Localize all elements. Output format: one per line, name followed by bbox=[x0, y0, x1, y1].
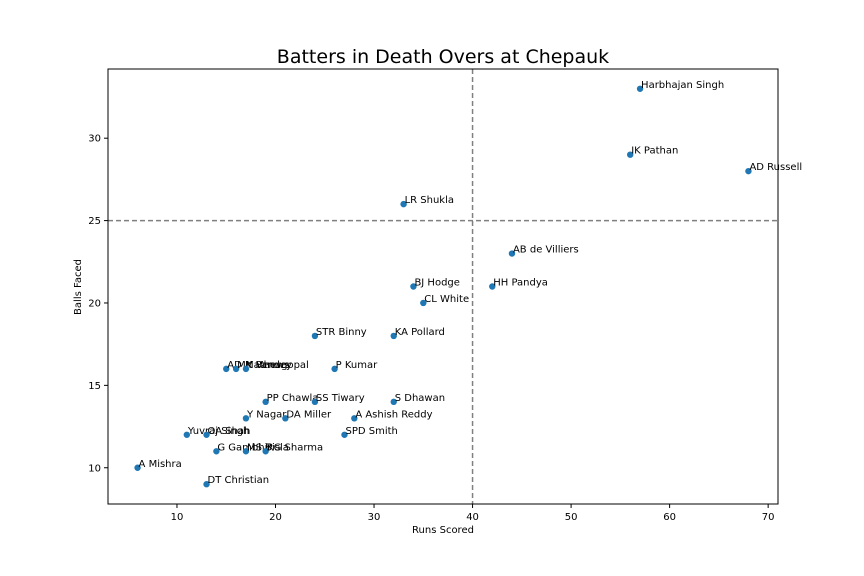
data-point-label: Y Venugopal bbox=[246, 360, 309, 371]
data-point-label: SS Tiwary bbox=[316, 393, 365, 404]
x-tick-label: 30 bbox=[368, 512, 381, 523]
data-point bbox=[262, 448, 269, 455]
data-point bbox=[331, 365, 338, 373]
x-tick-label: 60 bbox=[663, 512, 676, 523]
plot-area: 10 20 30 40 50 60 70 10 15 20 25 30 Harbhajan Singh I… bbox=[88, 68, 802, 523]
data-point bbox=[508, 250, 516, 257]
x-tick-label: 50 bbox=[565, 512, 578, 523]
data-point-label: G Gambhir bbox=[217, 442, 272, 453]
data-point bbox=[203, 431, 210, 438]
data-point bbox=[242, 448, 250, 455]
data-point-label: KA Pollard bbox=[395, 327, 445, 338]
data-point bbox=[489, 283, 496, 290]
data-point-label: OA Shah bbox=[208, 426, 251, 437]
data-point-label: PP Chawla bbox=[267, 393, 319, 404]
data-point-label: A Ashish Reddy bbox=[355, 409, 432, 420]
data-point-label: S Dhawan bbox=[395, 393, 445, 404]
data-point bbox=[341, 431, 348, 438]
data-point bbox=[223, 365, 230, 373]
x-tick-label: 10 bbox=[171, 512, 184, 523]
data-point bbox=[311, 332, 319, 340]
data-point-label: LR Shukla bbox=[405, 195, 454, 206]
data-point-label: P Kumar bbox=[336, 360, 378, 371]
y-tick-label: 25 bbox=[88, 216, 101, 227]
data-point-label: Harbhajan Singh bbox=[641, 80, 724, 91]
x-tick-label: 70 bbox=[762, 512, 775, 523]
data-point bbox=[400, 200, 407, 208]
y-axis-label: Balls Faced bbox=[73, 259, 84, 315]
x-tick-label: 20 bbox=[269, 512, 282, 523]
x-axis-label: Runs Scored bbox=[412, 525, 474, 536]
data-point-label: MK Pandey bbox=[237, 360, 292, 371]
data-point bbox=[213, 448, 220, 455]
y-tick-label: 30 bbox=[88, 134, 101, 145]
data-point bbox=[351, 415, 358, 422]
data-point-label: SPD Smith bbox=[345, 426, 397, 437]
plot-frame bbox=[107, 68, 779, 505]
data-point bbox=[203, 481, 210, 488]
data-point bbox=[232, 365, 240, 373]
data-point-label: STR Binny bbox=[316, 327, 367, 338]
data-point bbox=[262, 398, 269, 406]
data-point-label: AD Mathews bbox=[227, 360, 289, 371]
data-point bbox=[183, 431, 191, 438]
data-point-label: AB de Villiers bbox=[513, 245, 579, 256]
data-point bbox=[420, 299, 427, 307]
data-point-label: DA Miller bbox=[286, 409, 332, 420]
data-point-label: BJ Hodge bbox=[414, 278, 459, 289]
data-point-label: AD Russell bbox=[749, 162, 802, 173]
chart-title: Batters in Death Overs at Chepauk bbox=[277, 46, 609, 68]
data-point bbox=[242, 415, 250, 422]
data-point bbox=[627, 151, 634, 158]
data-point-label: MS Bisla bbox=[247, 442, 289, 453]
data-point bbox=[390, 398, 397, 406]
y-tick-label: 10 bbox=[88, 463, 101, 474]
data-point bbox=[311, 398, 319, 406]
data-point bbox=[410, 283, 417, 290]
data-point bbox=[282, 415, 289, 422]
y-tick-label: 20 bbox=[88, 298, 101, 309]
x-tick-label: 40 bbox=[466, 512, 479, 523]
data-point bbox=[134, 464, 141, 471]
data-point-label: DT Christian bbox=[208, 475, 270, 486]
data-point bbox=[242, 365, 250, 373]
data-point-label: A Mishra bbox=[139, 459, 182, 470]
data-point-label: Y Nagar bbox=[246, 409, 287, 420]
data-point bbox=[636, 85, 644, 92]
data-point-label: RG Sharma bbox=[267, 442, 324, 453]
data-point bbox=[390, 332, 397, 340]
data-point-label: Yuvraj Singh bbox=[187, 426, 250, 437]
y-tick-label: 15 bbox=[88, 381, 101, 392]
data-point-label: IK Pathan bbox=[631, 146, 678, 157]
data-point-label: HH Pandya bbox=[493, 278, 548, 289]
data-point-label: CL White bbox=[424, 294, 469, 305]
data-point bbox=[745, 167, 752, 175]
